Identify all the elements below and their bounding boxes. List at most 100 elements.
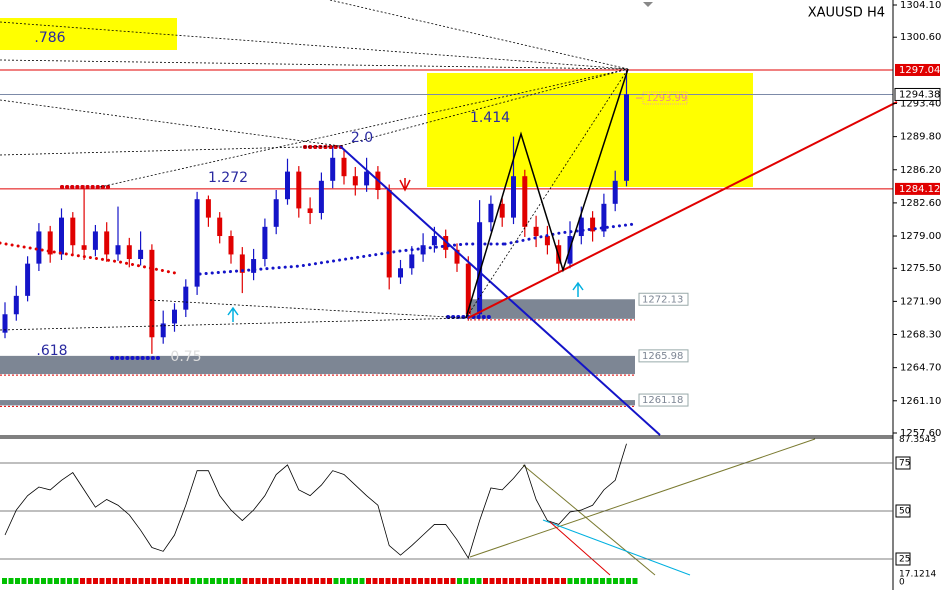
status-cell — [216, 578, 222, 584]
price-box-label: 1297.04 — [899, 65, 940, 76]
status-cell — [476, 578, 482, 584]
status-cell — [301, 578, 306, 584]
status-cell — [489, 578, 495, 584]
y-tick-label: 1286.20 — [900, 165, 941, 176]
candle-body — [296, 171, 302, 209]
trendline — [467, 101, 898, 319]
y-tick-label: 50 — [899, 507, 911, 517]
status-strip — [2, 578, 638, 584]
y-tick-label: 1282.60 — [900, 198, 941, 209]
candle-body — [601, 203, 607, 232]
candle-body — [465, 263, 471, 315]
status-cell — [626, 578, 631, 584]
status-cell — [99, 578, 105, 584]
status-cell — [372, 578, 378, 584]
status-cell — [177, 578, 183, 584]
status-cell — [119, 578, 124, 584]
level-box — [895, 504, 911, 518]
zigzag — [465, 68, 629, 319]
drawings — [0, 18, 753, 407]
status-cell — [132, 578, 137, 584]
y-tick-label: 75 — [899, 459, 910, 469]
zone-label-box — [638, 349, 689, 363]
osc-trendline — [469, 438, 816, 558]
candle-body — [578, 217, 584, 237]
status-cell — [392, 578, 397, 584]
support-zone — [470, 299, 635, 319]
status-cell — [203, 578, 209, 584]
zone-label-box — [638, 292, 689, 306]
status-cell — [431, 578, 436, 584]
status-cell — [223, 578, 228, 584]
status-cell — [249, 578, 254, 584]
candle-body — [522, 176, 528, 227]
status-cell — [632, 578, 638, 584]
fib-ray — [0, 0, 629, 331]
price-box — [895, 182, 940, 195]
price-box-label: 1294.38 — [899, 89, 940, 100]
candle-body — [488, 203, 494, 223]
status-cell — [262, 578, 267, 584]
status-cell — [535, 578, 540, 584]
y-tick-label: 1261.10 — [900, 396, 941, 407]
status-cell — [28, 578, 33, 584]
fib-label: 2.0 — [351, 130, 373, 146]
y-tick-label: 1300.60 — [900, 32, 941, 43]
zone-label-box — [638, 393, 689, 407]
status-cell — [359, 578, 365, 584]
candle-body — [217, 217, 223, 237]
ma-dots — [503, 222, 637, 246]
support-zone — [0, 400, 635, 406]
status-cell — [366, 578, 371, 584]
candle-body — [70, 217, 76, 246]
status-cell — [21, 578, 27, 584]
status-cell — [509, 578, 514, 584]
candle-body — [590, 217, 596, 232]
status-cell — [470, 578, 475, 584]
status-cell — [190, 578, 196, 584]
status-cell — [320, 578, 326, 584]
ma-dots — [0, 241, 182, 276]
status-cell — [86, 578, 92, 584]
target-zone — [427, 73, 753, 187]
candle-body — [398, 268, 403, 278]
fib-label: .618 — [36, 343, 67, 359]
arrow — [227, 281, 584, 322]
candle-body — [307, 208, 313, 214]
status-cell — [424, 578, 430, 584]
candle-body — [81, 245, 87, 250]
candle-body — [352, 176, 358, 186]
status-cell — [281, 578, 287, 584]
status-cell — [112, 578, 118, 584]
status-cell — [158, 578, 163, 584]
status-cell — [15, 578, 20, 584]
status-cell — [457, 578, 462, 584]
candle-body — [183, 286, 189, 310]
candle-body — [251, 259, 257, 273]
level-box — [895, 552, 911, 566]
status-cell — [60, 578, 66, 584]
chart-title: XAUUSD H4 — [808, 6, 885, 21]
level-box — [895, 456, 911, 470]
plot — [0, 69, 893, 354]
candle-body — [273, 199, 279, 227]
status-cell — [548, 578, 553, 584]
y-tick-label: 1268.30 — [900, 330, 941, 341]
osc-trendline — [522, 464, 656, 576]
status-cell — [587, 578, 592, 584]
candle-body — [194, 199, 200, 287]
status-cell — [294, 578, 300, 584]
candle-body — [126, 245, 132, 260]
y-tick-label: 1271.90 — [900, 296, 941, 307]
candle-body — [13, 295, 19, 315]
status-cell — [450, 578, 456, 584]
status-cell — [73, 578, 79, 584]
candle-body — [318, 180, 324, 214]
status-cell — [164, 578, 170, 584]
candle-body — [115, 245, 121, 255]
candle-body — [59, 217, 64, 255]
pivot-dots — [60, 145, 347, 189]
status-cell — [496, 578, 501, 584]
status-cell — [197, 578, 202, 584]
